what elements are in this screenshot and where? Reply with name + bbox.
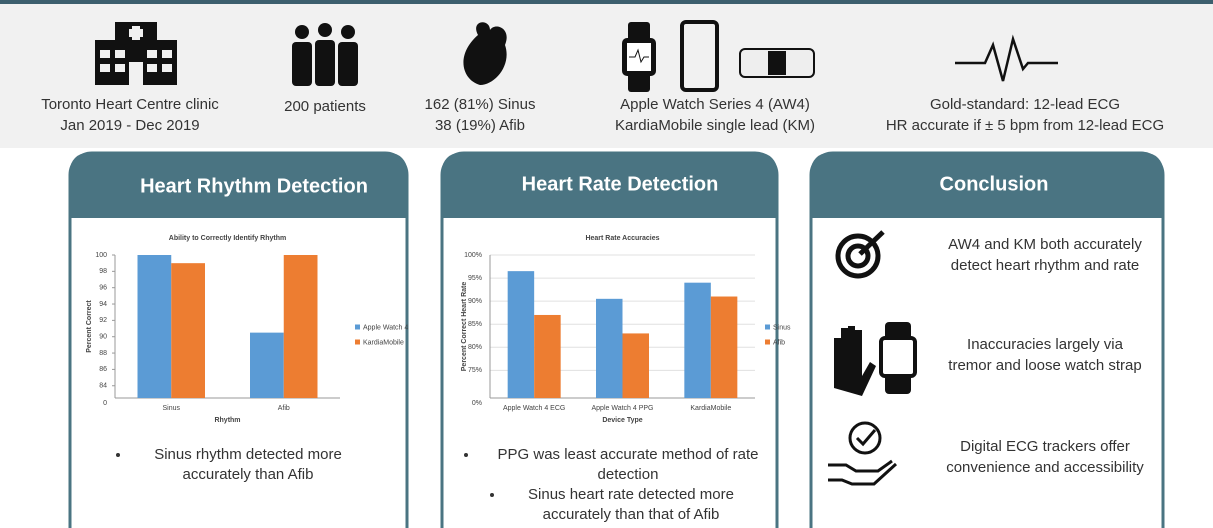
heart-icon — [463, 22, 507, 85]
x-tick-label: Apple Watch 4 PPG — [592, 405, 654, 412]
bullet-text: Sinus heart rate detected more — [528, 486, 734, 503]
y-tick-label: 80% — [468, 344, 482, 351]
bullet-text: detection — [598, 466, 659, 483]
banner-text: HR accurate if ± 5 bpm from 12-lead ECG — [886, 117, 1164, 134]
y-tick-label: 84 — [99, 383, 107, 390]
y-tick-label: 75% — [468, 367, 482, 374]
y-tick-label: 95% — [468, 275, 482, 282]
banner-text: Toronto Heart Centre clinic — [41, 96, 219, 113]
y-axis-label: Percent Correct — [86, 300, 93, 353]
bar — [171, 263, 205, 398]
patients-icon — [292, 23, 358, 86]
legend-label: KardiaMobile — [363, 339, 404, 346]
legend-label: Sinus — [773, 324, 791, 331]
y-tick-label: 86 — [99, 366, 107, 373]
bar — [137, 255, 172, 398]
panel-title: Heart Rate Detection — [522, 173, 719, 195]
banner-text: Gold-standard: 12-lead ECG — [930, 96, 1120, 113]
legend-swatch — [765, 324, 770, 330]
chart-title: Heart Rate Accuracies — [585, 235, 659, 242]
y-tick-label: 92 — [99, 317, 107, 324]
bar — [710, 296, 738, 398]
x-tick-label: Apple Watch 4 ECG — [503, 405, 565, 412]
banner-text: 162 (81%) Sinus — [425, 96, 536, 113]
bar — [283, 255, 318, 398]
bar — [596, 298, 623, 398]
y-tick-label: 100 — [95, 252, 107, 259]
y-tick-label: 90% — [468, 298, 482, 305]
legend-label: Apple Watch 4 — [363, 324, 408, 331]
x-tick-label: KardiaMobile — [690, 405, 731, 412]
bar — [622, 333, 649, 398]
panel-headers — [70, 153, 1163, 218]
banner-text: 38 (19%) Afib — [435, 117, 525, 134]
panel-title: Conclusion — [940, 173, 1049, 195]
hand-check-icon — [828, 421, 898, 486]
bar — [250, 332, 284, 398]
devices-icon — [622, 20, 815, 92]
y-tick-label: 85% — [468, 321, 482, 328]
banner-text: 200 patients — [284, 98, 366, 115]
x-tick-label: Sinus — [162, 405, 180, 412]
banner — [0, 0, 1213, 148]
chart-title: Ability to Correctly Identify Rhythm — [169, 235, 286, 242]
bullet-text: Sinus rhythm detected more — [154, 446, 342, 463]
bullet-text: accurately than Afib — [183, 466, 314, 483]
legend-swatch — [355, 324, 360, 330]
x-tick-label: Afib — [278, 405, 290, 412]
legend-label: Afib — [773, 339, 785, 346]
banner-text: KardiaMobile single lead (KM) — [615, 117, 815, 134]
y-tick-label: 94 — [99, 301, 107, 308]
panel-title: Heart Rhythm Detection — [140, 175, 368, 197]
hand-watch-icon — [834, 322, 917, 396]
bar — [534, 314, 561, 398]
y-axis-label: Percent Correct Heart Rate — [461, 282, 468, 372]
bullet-text: PPG was least accurate method of rate — [498, 446, 759, 463]
axis-break-label: 0% — [472, 400, 482, 407]
y-tick-label: 100% — [464, 252, 482, 259]
bar — [684, 282, 711, 398]
y-tick-label: 96 — [99, 285, 107, 292]
y-tick-label: 88 — [99, 350, 107, 357]
conclusion-text: convenience and accessibility — [946, 459, 1144, 476]
bullet-dots — [116, 453, 494, 497]
conclusion-text: detect heart rhythm and rate — [951, 257, 1139, 274]
x-axis-label: Device Type — [602, 417, 642, 424]
legend-swatch — [765, 339, 770, 345]
legend-swatch — [355, 339, 360, 345]
banner-text: Jan 2019 - Dec 2019 — [60, 117, 199, 134]
bullet-text: accurately than that of Afib — [543, 506, 720, 523]
hospital-icon — [95, 22, 177, 85]
ecg-icon — [955, 34, 1058, 82]
banner-top-line — [0, 0, 1213, 4]
conclusion-text: Digital ECG trackers offer — [960, 438, 1130, 455]
axis-break-label: 0 — [103, 400, 107, 407]
conclusion-text: tremor and loose watch strap — [948, 357, 1141, 374]
conclusion-text: Inaccuracies largely via — [967, 336, 1124, 353]
y-tick-label: 98 — [99, 268, 107, 275]
banner-text: Apple Watch Series 4 (AW4) — [620, 96, 810, 113]
conclusion-text: AW4 and KM both accurately — [948, 236, 1142, 253]
y-tick-label: 90 — [99, 334, 107, 341]
target-icon — [835, 230, 885, 279]
bar — [507, 271, 535, 398]
x-axis-label: Rhythm — [214, 417, 240, 424]
